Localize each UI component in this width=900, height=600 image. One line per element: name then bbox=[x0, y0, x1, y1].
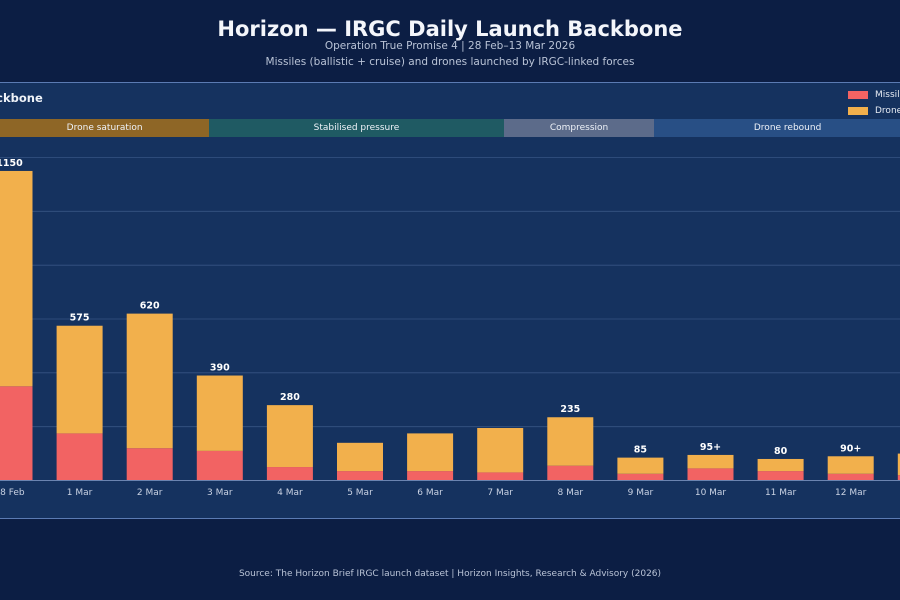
bar-drones bbox=[477, 428, 524, 473]
legend-label-missiles: Missil bbox=[875, 90, 900, 100]
x-tick-label: 11 Mar bbox=[765, 488, 797, 498]
total-label: 390 bbox=[210, 363, 230, 374]
legend-swatch-missiles bbox=[848, 91, 868, 99]
source-note: Source: The Horizon Brief IRGC launch da… bbox=[238, 569, 662, 579]
phase-segment: Compression bbox=[503, 119, 655, 137]
total-label: 80 bbox=[774, 446, 788, 457]
x-tick-label: 3 Mar bbox=[207, 488, 233, 498]
panel-title: h backbone bbox=[0, 91, 43, 105]
x-tick-label: 6 Mar bbox=[417, 488, 443, 498]
bar-missiles bbox=[757, 471, 804, 481]
bar-missiles bbox=[617, 473, 664, 481]
bar-drones bbox=[757, 458, 804, 472]
bar-missiles bbox=[547, 465, 594, 481]
bar-drones bbox=[0, 170, 33, 387]
bar-missiles bbox=[196, 450, 243, 481]
x-tick-label: 4 Mar bbox=[277, 488, 303, 498]
bar-missiles bbox=[477, 472, 524, 481]
x-tick-label: 7 Mar bbox=[487, 488, 513, 498]
bar-missiles bbox=[407, 471, 454, 481]
phase-segment: Stabilised pressure bbox=[209, 119, 504, 137]
bar-drones bbox=[687, 454, 734, 469]
total-label: 620 bbox=[140, 301, 160, 312]
bar-missiles bbox=[0, 386, 33, 481]
x-tick-label: 9 Mar bbox=[628, 488, 654, 498]
total-label: 1150 bbox=[0, 158, 23, 169]
bar-missiles bbox=[827, 473, 874, 481]
bar-drones bbox=[547, 417, 594, 466]
phase-segment: Drone saturation bbox=[0, 119, 210, 137]
legend-label-drones: Drone bbox=[875, 106, 900, 116]
bar-drones bbox=[827, 456, 874, 474]
bar-drones bbox=[56, 325, 103, 434]
bar-missiles bbox=[687, 468, 734, 481]
total-label: 85 bbox=[634, 445, 647, 456]
total-label: 90+ bbox=[840, 443, 861, 454]
total-label: 235 bbox=[560, 404, 580, 415]
bar-missiles bbox=[897, 475, 900, 481]
bar-missiles bbox=[56, 433, 103, 481]
bar-drones bbox=[897, 453, 900, 476]
x-tick-label: 1 Mar bbox=[67, 488, 93, 498]
total-label: 95+ bbox=[700, 442, 721, 453]
chart-title: Horizon — IRGC Daily Launch Backbone bbox=[217, 17, 683, 41]
bar-drones bbox=[266, 405, 313, 468]
chart-subtitle: Operation True Promise 4 | 28 Feb–13 Mar… bbox=[324, 40, 576, 52]
x-tick-label: 28 Feb bbox=[0, 488, 25, 498]
x-tick-label: 8 Mar bbox=[558, 488, 584, 498]
bar-drones bbox=[196, 375, 243, 451]
total-label: 575 bbox=[70, 313, 90, 324]
x-tick-label: 12 Mar bbox=[835, 488, 867, 498]
bar-drones bbox=[337, 442, 383, 472]
chart-description: Missiles (ballistic + cruise) and drones… bbox=[265, 56, 635, 68]
total-label: 280 bbox=[280, 392, 300, 403]
x-tick-label: 5 Mar bbox=[347, 488, 373, 498]
bar-missiles bbox=[126, 448, 173, 481]
bar-drones bbox=[126, 313, 173, 449]
phase-segment: Drone rebound bbox=[654, 119, 900, 137]
legend-swatch-drones bbox=[848, 107, 868, 115]
x-tick-label: 2 Mar bbox=[137, 488, 163, 498]
bar-missiles bbox=[337, 471, 383, 481]
bar-drones bbox=[617, 457, 664, 474]
bar-drones bbox=[407, 433, 454, 472]
x-tick-label: 10 Mar bbox=[695, 488, 727, 498]
bar-missiles bbox=[266, 467, 313, 481]
